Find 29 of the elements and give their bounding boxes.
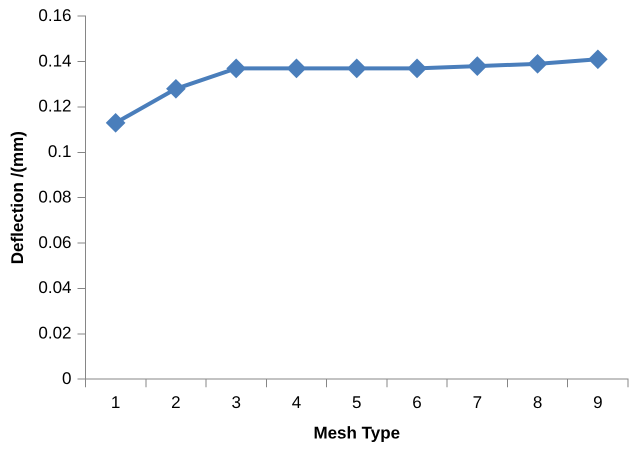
point xyxy=(227,59,246,78)
x-tick-label: 9 xyxy=(593,393,603,412)
x-tick-label: 8 xyxy=(532,393,542,412)
y-axis-title: Deflection /(mm) xyxy=(8,131,27,264)
y-tick-label: 0.16 xyxy=(38,6,72,25)
point xyxy=(348,59,366,78)
y-tick-label: 0 xyxy=(62,368,72,388)
y-tick-label: 0.04 xyxy=(38,278,72,298)
x-tick-label: 4 xyxy=(292,393,302,412)
y-tick-label: 0.12 xyxy=(38,96,72,116)
point xyxy=(588,50,607,68)
y-tick-label: 0.06 xyxy=(38,232,72,252)
y-tick-label: 0.1 xyxy=(48,142,72,162)
y-tick-label: 0.02 xyxy=(38,324,72,343)
y-tick-label: 0.08 xyxy=(38,187,72,206)
x-tick-label: 7 xyxy=(472,393,482,412)
x-tick-label: 2 xyxy=(171,393,181,412)
x-tick-label: 3 xyxy=(231,393,241,412)
x-axis-title: Mesh Type xyxy=(313,423,400,442)
point xyxy=(408,59,426,78)
x-tick-label: 1 xyxy=(110,393,120,412)
point xyxy=(106,114,125,132)
point xyxy=(166,80,185,98)
x-tick-label: 6 xyxy=(412,393,422,412)
point xyxy=(287,59,306,78)
y-tick-label: 0.14 xyxy=(38,51,72,70)
point xyxy=(468,57,486,76)
point xyxy=(528,54,547,73)
x-tick-label: 5 xyxy=(352,393,362,412)
